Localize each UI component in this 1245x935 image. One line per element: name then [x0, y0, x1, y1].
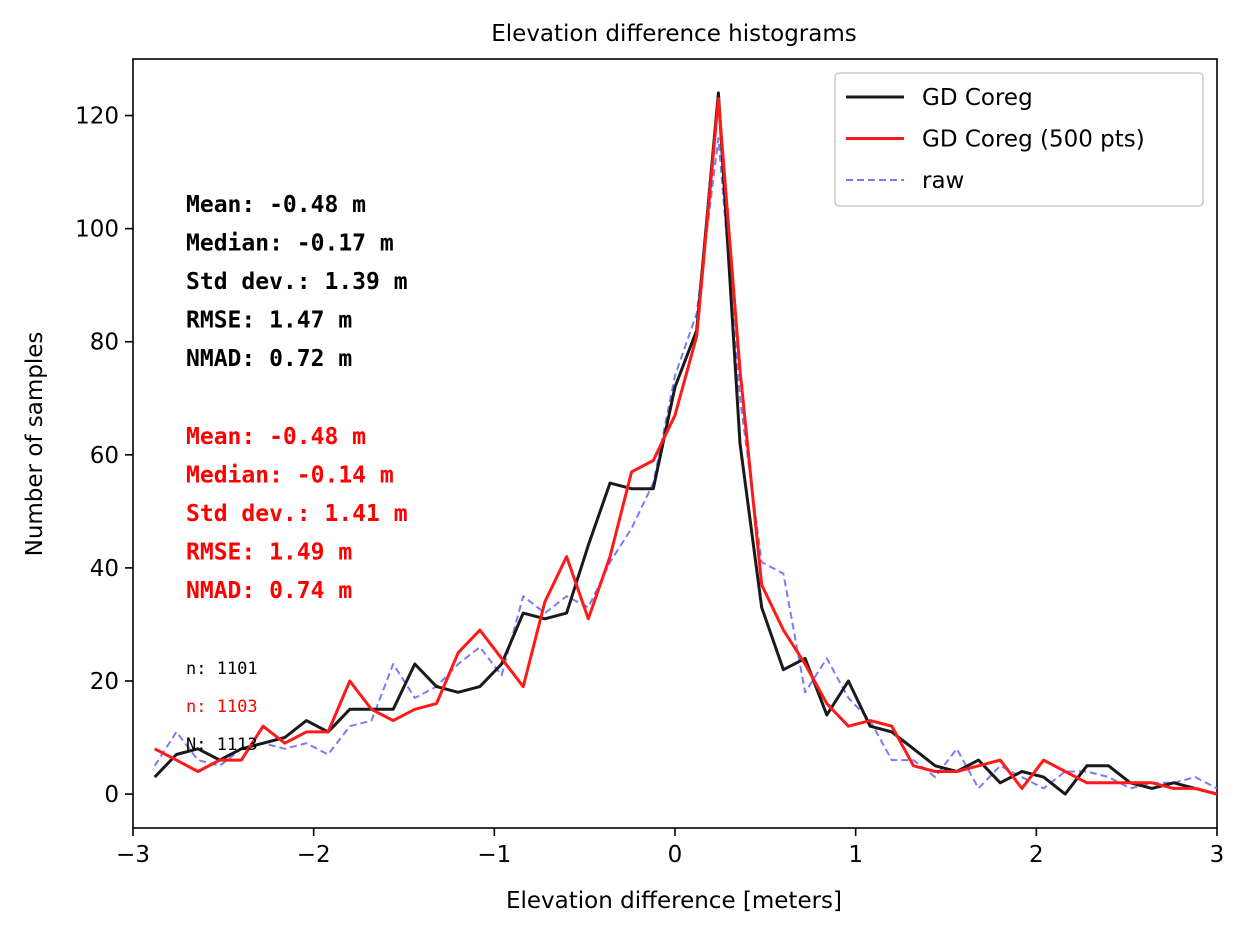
y-tick-label: 120 — [75, 104, 119, 130]
series-line-raw — [153, 137, 1217, 790]
x-tick-label: −1 — [477, 842, 511, 868]
x-tick-label: 1 — [848, 842, 863, 868]
y-tick-label: 20 — [90, 669, 119, 695]
x-tick-label: 2 — [1029, 842, 1044, 868]
count-annotations: n: 1101 n: 1103 N: 1113 — [186, 659, 258, 755]
y-axis-label: Number of samples — [22, 332, 48, 557]
count-label: n: 1103 — [186, 697, 258, 717]
stats-line: Median: -0.17 m — [186, 231, 394, 257]
legend-box — [834, 72, 1204, 207]
y-tick-label: 40 — [90, 556, 119, 582]
legend-label: GD Coreg (500 pts) — [922, 127, 1145, 153]
stats-line: RMSE: 1.49 m — [186, 540, 352, 566]
stats-line: NMAD: 0.74 m — [186, 578, 352, 604]
ticks-layer: −3 −2 −1 0 1 2 3 0 20 40 60 80 100 120 — [75, 104, 1224, 868]
stats-line: Std dev.: 1.41 m — [186, 501, 408, 527]
x-tick-label: 3 — [1210, 842, 1225, 868]
x-axis-label: Elevation difference [meters] — [506, 888, 842, 914]
series-line-gd-coreg-500-pts — [154, 97, 1217, 796]
stats-line: Mean: -0.48 m — [186, 192, 366, 218]
y-tick-label: 0 — [104, 782, 119, 808]
x-tick-label: −2 — [297, 842, 331, 868]
x-tick-label: 0 — [668, 842, 683, 868]
count-label: n: 1101 — [186, 659, 258, 679]
stats-line: Median: -0.14 m — [186, 463, 394, 489]
count-label: N: 1113 — [186, 735, 258, 755]
legend-label: GD Coreg — [922, 85, 1033, 111]
stats-line: Std dev.: 1.39 m — [186, 269, 408, 295]
stats-line: RMSE: 1.47 m — [186, 308, 352, 334]
stats-line: Mean: -0.48 m — [186, 424, 366, 450]
series-line-gd-coreg — [153, 91, 1217, 796]
stats-line: NMAD: 0.72 m — [186, 346, 352, 372]
y-tick-label: 60 — [90, 443, 119, 469]
legend: GD Coreg GD Coreg (500 pts) raw — [834, 72, 1204, 207]
y-tick-label: 80 — [90, 330, 119, 356]
y-tick-label: 100 — [75, 217, 119, 243]
stats-annotations: Mean: -0.48 m Median: -0.17 m Std dev.: 1.… — [186, 192, 408, 604]
legend-label: raw — [922, 168, 964, 194]
x-tick-label: −3 — [116, 842, 150, 868]
series-layer — [153, 91, 1217, 796]
chart-title: Elevation difference histograms — [491, 21, 857, 47]
